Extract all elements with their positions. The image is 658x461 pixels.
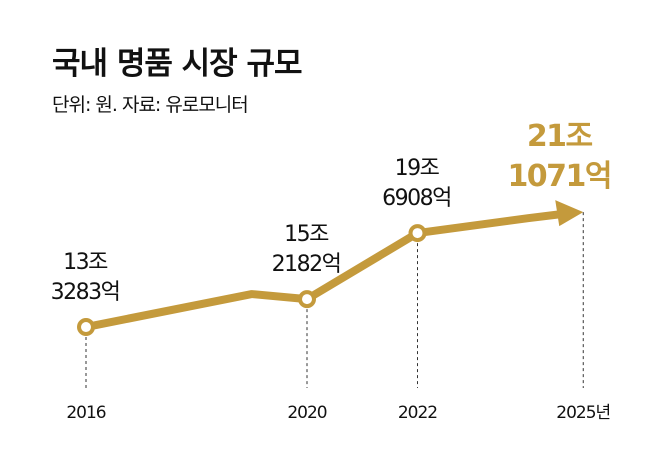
arrowhead-icon xyxy=(555,200,584,227)
data-label-2020-line1: 15조 xyxy=(284,222,329,247)
data-point-2016 xyxy=(77,318,95,337)
x-tick-2022: 2022 xyxy=(398,403,437,423)
data-label-2025-line1: 21조 xyxy=(527,119,593,154)
data-label-2020-line2: 2182억 xyxy=(272,252,341,277)
data-point-2022 xyxy=(408,224,427,243)
data-point-2020 xyxy=(298,290,316,309)
data-label-2016-line2: 3283억 xyxy=(51,280,120,305)
data-label-2016-line1: 13조 xyxy=(63,250,108,275)
data-label-2022-line1: 19조 xyxy=(395,156,440,181)
data-label-2022-line2: 6908억 xyxy=(382,186,451,211)
x-tick-2020: 2020 xyxy=(287,403,326,423)
x-tick-2025: 2025년 xyxy=(556,403,610,423)
chart-title: 국내 명품 시장 규모 xyxy=(52,46,303,82)
series-line xyxy=(85,210,562,331)
data-label-2025-line2: 1071억 xyxy=(507,159,611,194)
x-tick-2016: 2016 xyxy=(66,403,105,423)
chart-subtitle: 단위: 원. 자료: 유로모니터 xyxy=(52,94,249,116)
